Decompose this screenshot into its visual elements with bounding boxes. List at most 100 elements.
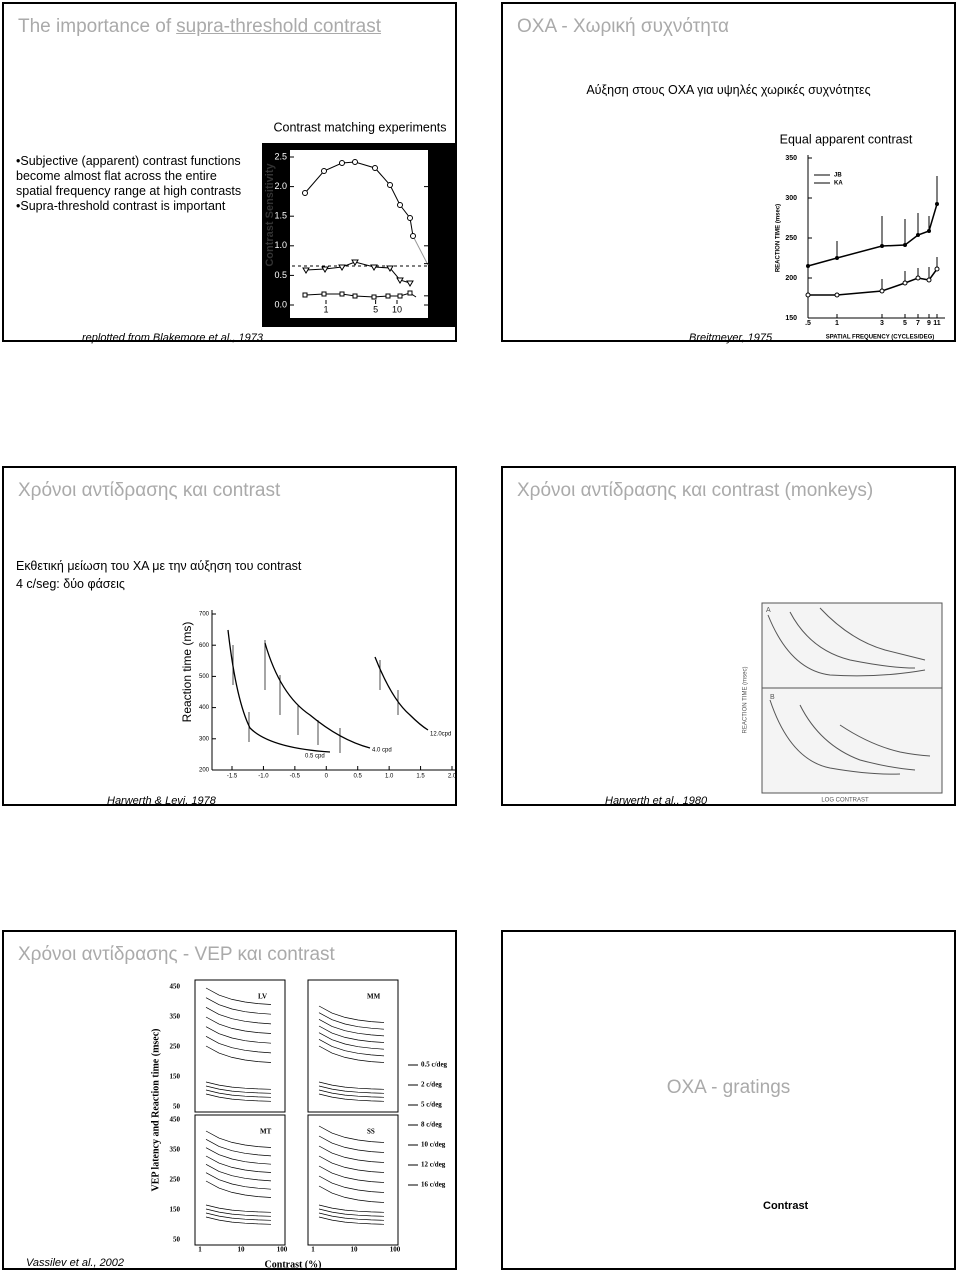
y-tick-label: 300 — [199, 736, 210, 742]
y-tick-label: 700 — [199, 612, 210, 618]
x-axis-label: Contrast (%) — [265, 1259, 322, 1270]
curve — [205, 997, 272, 1015]
curve — [205, 1204, 272, 1213]
x-tick-label: 10 — [351, 1246, 359, 1254]
curve — [205, 1172, 272, 1190]
curve — [318, 1045, 385, 1063]
curve — [318, 1204, 385, 1213]
x-tick-label: .5 — [805, 320, 811, 327]
curve — [318, 1012, 385, 1030]
slide-title: ΟΧΑ - gratings — [666, 1077, 791, 1098]
curve — [205, 1138, 272, 1157]
y-tick-label: 350 — [170, 1013, 181, 1021]
legend-label: 10 c/deg — [421, 1141, 446, 1149]
curve — [205, 1216, 272, 1225]
panel-label: B — [770, 694, 775, 701]
curves — [761, 602, 943, 794]
legend-label: JB — [834, 173, 842, 179]
slide: ΟΧΑ - gratings Contrast — [501, 930, 956, 1270]
curve — [318, 1175, 385, 1193]
slide: Χρόνοι αντίδρασης - VEP και contrast Vas… — [2, 930, 457, 1270]
curve — [318, 1165, 385, 1183]
markers — [805, 202, 940, 298]
text-line: Εκθετική μείωση του ΧΑ με την αύξηση του… — [16, 559, 302, 573]
panel-label: MM — [367, 993, 381, 1001]
x-tick-label: 7 — [916, 320, 920, 327]
panel-label: LV — [258, 993, 267, 1001]
y-tick-label: 0.0 — [274, 299, 287, 309]
panel-frames — [194, 979, 399, 1246]
curve-label: 12.0cpd — [430, 732, 451, 738]
curve — [318, 1155, 385, 1173]
citation: Vassilev et al., 2002 — [26, 1257, 125, 1269]
bullet: Supra-threshold contrast is important — [16, 199, 248, 214]
curve — [205, 1155, 272, 1173]
citation: Breitmeyer, 1975 — [689, 332, 773, 344]
curve — [205, 1208, 272, 1217]
y-tick-label: 200 — [785, 275, 797, 282]
y-tick-label: 2.0 — [274, 181, 287, 191]
curve — [318, 1208, 385, 1217]
y-tick-label: 0.5 — [274, 270, 287, 280]
curve — [318, 1081, 385, 1090]
legend-label: 8 c/deg — [421, 1121, 442, 1129]
x-tick-label: 0 — [325, 774, 329, 780]
slide: Χρόνοι αντίδρασης και contrast Εκθετική … — [2, 466, 457, 807]
y-tick-label: 250 — [785, 235, 797, 242]
y2-tick-label: 0.01 — [430, 181, 448, 191]
curve — [318, 1005, 385, 1023]
slide-title: Χρόνοι αντίδρασης και contrast — [18, 480, 281, 501]
curve — [318, 1125, 385, 1143]
x-tick-label: -1.0 — [258, 774, 269, 780]
plot-area — [290, 150, 428, 318]
curve — [205, 1006, 272, 1025]
x-tick-label: 3 — [880, 320, 884, 327]
curve — [205, 1045, 272, 1063]
curve — [205, 1147, 272, 1165]
subtitle: Αύξηση στους ΟΧΑ για υψηλές χωρικές συχν… — [586, 83, 871, 97]
curve — [205, 1163, 272, 1182]
x-tick-label: 10 — [238, 1246, 246, 1254]
x-tick-label: 1.5 — [416, 774, 425, 780]
x-tick-label: 1 — [198, 1246, 202, 1254]
curve — [318, 1135, 385, 1153]
curve — [205, 1089, 272, 1098]
legend-label: 12 c/deg — [421, 1161, 446, 1169]
y-axis-label: Contrast Sensitivity — [264, 162, 276, 266]
x-tick-label: 11 — [933, 320, 941, 327]
y-tick-label: 200 — [199, 768, 210, 774]
x-tick-label: -0.5 — [290, 774, 301, 780]
y-tick-label: 450 — [170, 983, 181, 991]
y-tick-label: 250 — [170, 1043, 181, 1051]
slide-title: The importance of supra-threshold contras… — [18, 16, 381, 38]
x-tick-label: 1 — [835, 320, 839, 327]
citation: Harwerth et al., 1980 — [605, 795, 708, 807]
slide: The importance of supra-threshold contras… — [2, 2, 457, 344]
y-tick-label: 150 — [170, 1206, 181, 1214]
y-tick-label: 2.5 — [274, 151, 287, 161]
curve — [318, 1018, 385, 1037]
y-axis-label: REACTION TIME (msec) — [743, 667, 749, 734]
curve — [318, 1093, 385, 1102]
citation: replotted from Blakemore et al., 1973 — [82, 332, 263, 344]
title-text: The importance of — [18, 16, 172, 37]
x-tick-label: -1.5 — [227, 774, 238, 780]
slide: Χρόνοι αντίδρασης και contrast (monkeys)… — [501, 466, 956, 807]
curve — [205, 1212, 272, 1221]
curve — [318, 1185, 385, 1203]
y-tick-label: 450 — [170, 1116, 181, 1124]
curve — [318, 1216, 385, 1225]
panel-label: MT — [260, 1128, 272, 1136]
y-tick-label: 50 — [173, 1103, 181, 1111]
curve — [205, 1016, 272, 1034]
curve-label: 4.0 cpd — [372, 748, 392, 754]
curve — [318, 1038, 385, 1057]
y-tick-label: 500 — [199, 674, 210, 680]
slide-title: Χρόνοι αντίδρασης - VEP και contrast — [18, 944, 335, 965]
curve — [205, 1130, 272, 1148]
title-link[interactable]: supra-threshold contrast — [176, 16, 382, 37]
label: Contrast — [763, 1200, 809, 1212]
y-axis-label: REACTION TIME (msec) — [776, 204, 782, 272]
y-tick-label: 400 — [199, 705, 210, 711]
